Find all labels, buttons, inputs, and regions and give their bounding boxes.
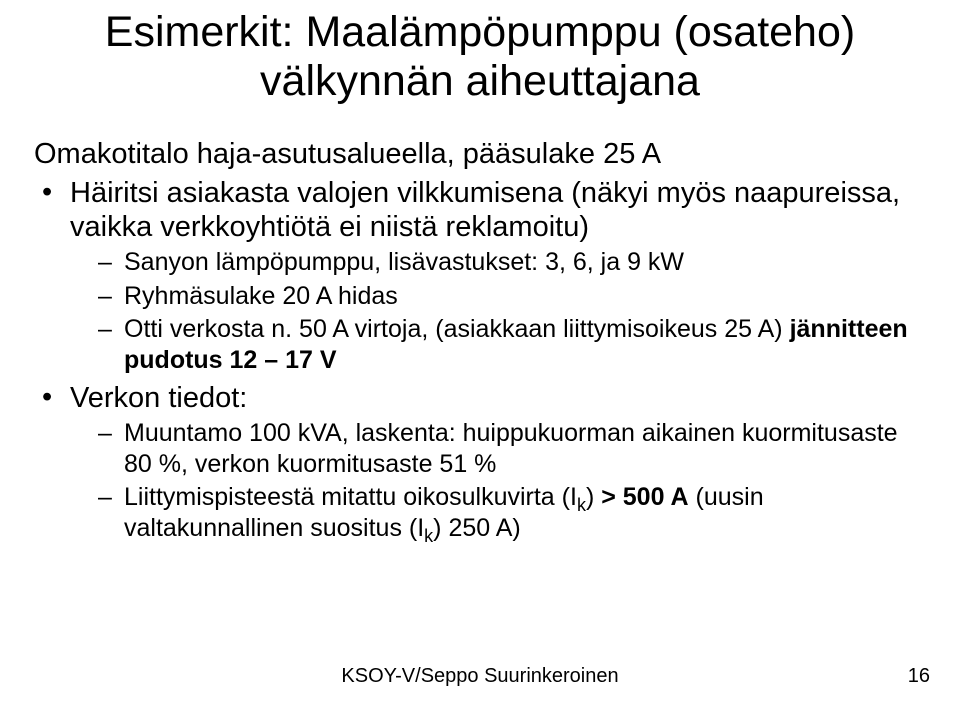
bullet-1-text: Häiritsi asiakasta valojen vilkkumisena … (70, 177, 900, 244)
b1s3-a: Otti verkosta n. 50 A virtoja, (asiakkaa… (124, 315, 790, 343)
b2s2-k2: k (424, 526, 433, 546)
bullet-1-sub-2: Ryhmäsulake 20 A hidas (70, 281, 930, 312)
title-line-2: välkynnän aiheuttajana (260, 57, 700, 105)
bullet-2-sublist: Muuntamo 100 kVA, laskenta: huippukuorma… (70, 418, 930, 543)
bullet-list: Häiritsi asiakasta valojen vilkkumisena … (34, 176, 930, 543)
bullet-2-sub-2: Liittymispisteestä mitattu oikosulkuvirt… (70, 482, 930, 543)
bullet-1-sub-3: Otti verkosta n. 50 A virtoja, (asiakkaa… (70, 314, 930, 375)
bullet-2-sub-1: Muuntamo 100 kVA, laskenta: huippukuorma… (70, 418, 930, 479)
bullet-1: Häiritsi asiakasta valojen vilkkumisena … (34, 176, 930, 376)
slide-content: Omakotitalo haja-asutusalueella, pääsula… (30, 137, 930, 543)
slide-title: Esimerkit: Maalämpöpumppu (osateho) välk… (30, 8, 930, 107)
intro-line: Omakotitalo haja-asutusalueella, pääsula… (34, 137, 930, 172)
page-number: 16 (908, 665, 930, 688)
b2s2-k: k (577, 495, 586, 515)
footer-text: KSOY-V/Seppo Suurinkeroinen (0, 665, 960, 688)
b2s2-a: Liittymispisteestä mitattu oikosulkuvirt… (124, 483, 577, 511)
b2s2-b: ) (586, 483, 601, 511)
bullet-2-text: Verkon tiedot: (70, 382, 247, 414)
b2s2-d: ) 250 A) (433, 514, 521, 542)
slide: Esimerkit: Maalämpöpumppu (osateho) välk… (0, 0, 960, 706)
title-line-1: Esimerkit: Maalämpöpumppu (osateho) (105, 8, 855, 56)
b2s2-bold: > 500 A (601, 483, 688, 511)
bullet-1-sub-1: Sanyon lämpöpumppu, lisävastukset: 3, 6,… (70, 247, 930, 278)
bullet-2: Verkon tiedot: Muuntamo 100 kVA, laskent… (34, 381, 930, 543)
bullet-1-sublist: Sanyon lämpöpumppu, lisävastukset: 3, 6,… (70, 247, 930, 375)
